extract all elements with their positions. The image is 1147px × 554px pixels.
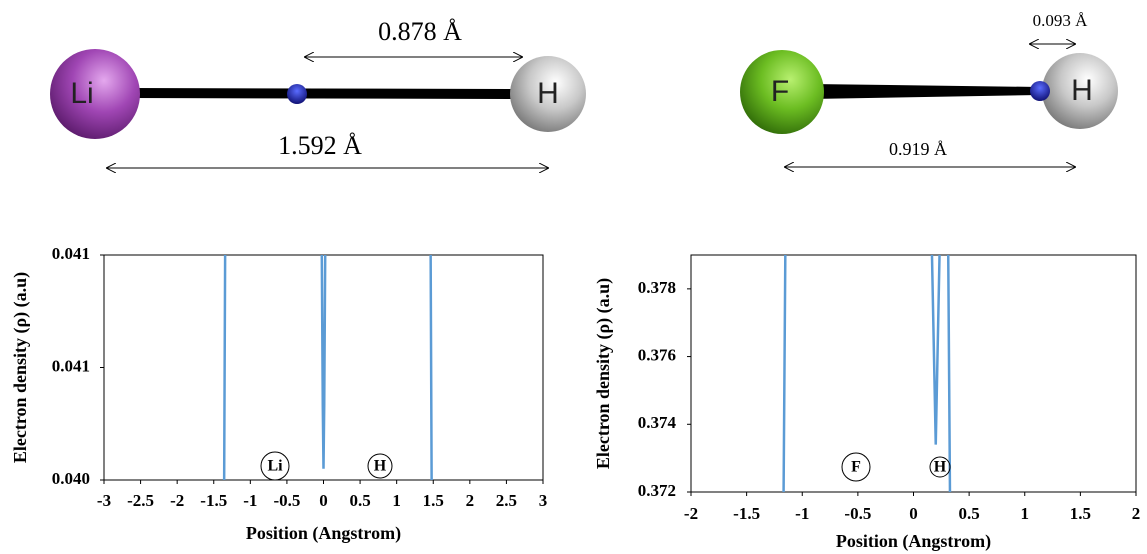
x-axis-title: Position (Angstrom) [836,531,991,552]
atom-label: Li [70,77,93,110]
annotation: H [374,458,387,475]
y-tick-label: 0.040 [52,469,90,488]
distance-label: 1.592 Å [278,131,362,160]
x-tick-label: -1 [795,504,809,523]
figure: Li H 0.878 Å 1.592 Å F H 0.093 Å 0.919 Å… [0,0,1147,554]
x-axis-title: Position (Angstrom) [246,523,401,544]
x-tick-label: 2 [466,491,475,510]
atom-sphere [50,49,140,139]
y-axis-title: Electron density (ρ) (a.u) [593,278,614,469]
distance-label: 0.878 Å [378,17,462,46]
x-tick-label: -1.5 [733,504,760,523]
annotation: H [934,459,947,476]
bond [810,84,1040,99]
y-tick-label: 0.372 [638,481,676,500]
plot-frame [691,255,1136,492]
x-tick-label: 1.5 [423,491,444,510]
x-tick-label: 0 [319,491,328,510]
fh-molecule: F H 0.093 Å 0.919 Å [740,11,1118,167]
atom-label: F [771,75,789,108]
x-tick-label: 1 [1021,504,1030,523]
x-tick-label: 1 [392,491,401,510]
x-tick-label: 2 [1132,504,1141,523]
y-axis-title: Electron density (ρ) (a.u) [10,272,31,463]
x-tick-label: 0.5 [959,504,980,523]
critical-point [287,84,307,104]
x-tick-label: -3 [97,491,111,510]
density-line [224,180,432,518]
y-tick-label: 0.376 [638,345,676,364]
bond [130,93,525,94]
y-tick-label: 0.378 [638,278,676,297]
x-tick-label: -0.5 [273,491,300,510]
x-tick-label: 2.5 [496,491,517,510]
x-tick-label: 1.5 [1070,504,1091,523]
distance-label: 0.093 Å [1033,11,1089,30]
y-tick-label: 0.374 [638,413,677,432]
x-tick-label: -1 [243,491,257,510]
density-line [783,221,950,526]
y-tick-label: 0.041 [52,356,90,375]
lih-molecule: Li H 0.878 Å 1.592 Å [50,17,586,168]
x-tick-label: -2 [684,504,698,523]
critical-point [1030,81,1050,101]
atom-label: H [1071,74,1093,107]
x-tick-label: -2.5 [127,491,154,510]
annotation: Li [267,458,283,475]
distance-label: 0.919 Å [889,139,947,159]
y-tick-label: 0.041 [52,244,90,263]
x-tick-label: 0 [909,504,918,523]
x-tick-label: 0.5 [349,491,370,510]
atom-label: H [537,77,559,110]
x-tick-label: -1.5 [200,491,227,510]
x-tick-label: 3 [539,491,548,510]
annotation: F [851,459,861,476]
x-tick-label: -0.5 [844,504,871,523]
x-tick-label: -2 [170,491,184,510]
